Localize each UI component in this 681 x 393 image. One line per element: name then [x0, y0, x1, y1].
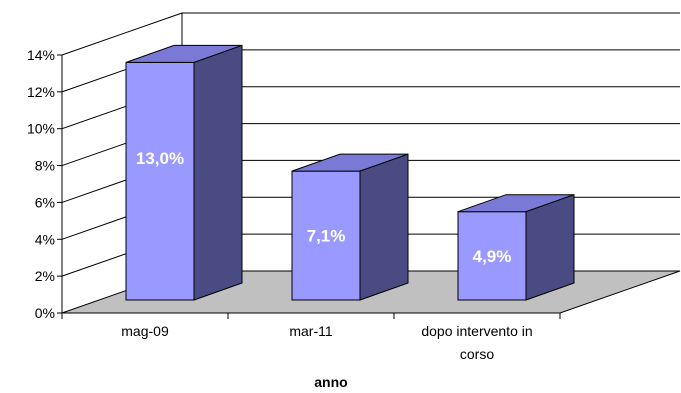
y-tick-label: 14%: [27, 47, 55, 63]
x-category-label: corso: [460, 346, 494, 362]
bar-front: [125, 61, 195, 301]
x-category-label: dopo intervento in: [421, 323, 532, 339]
x-category-label: mar-11: [289, 323, 333, 339]
y-tick-label: 6%: [35, 194, 55, 210]
bar-side: [525, 193, 575, 301]
y-tick-label: 0%: [35, 305, 55, 321]
y-tick-label: 2%: [35, 268, 55, 284]
bar-front: [291, 170, 361, 301]
y-axis: 0% 2% 4% 6% 8% 10% 12% 14%: [27, 47, 62, 321]
gridline-side: [61, 12, 183, 56]
bar: 7,1%: [291, 153, 409, 301]
data-label: 7,1%: [307, 227, 346, 246]
y-tick-label: 10%: [27, 121, 55, 137]
bar-side: [359, 153, 409, 301]
y-tick-label: 8%: [35, 158, 55, 174]
bar-side: [193, 44, 243, 301]
x-category-label: mag-09: [121, 323, 169, 339]
y-tick-label: 4%: [35, 231, 55, 247]
x-axis: mag-09 mar-11 dopo intervento in corso: [61, 312, 561, 362]
y-tick-label: 12%: [27, 84, 55, 100]
bars: 13,0% 7,1% 4,9%: [125, 44, 575, 301]
bar: 13,0%: [125, 44, 243, 301]
data-label: 4,9%: [473, 247, 512, 266]
bar: 4,9%: [457, 193, 575, 301]
x-axis-title: anno: [314, 374, 347, 390]
data-label: 13,0%: [136, 149, 184, 168]
